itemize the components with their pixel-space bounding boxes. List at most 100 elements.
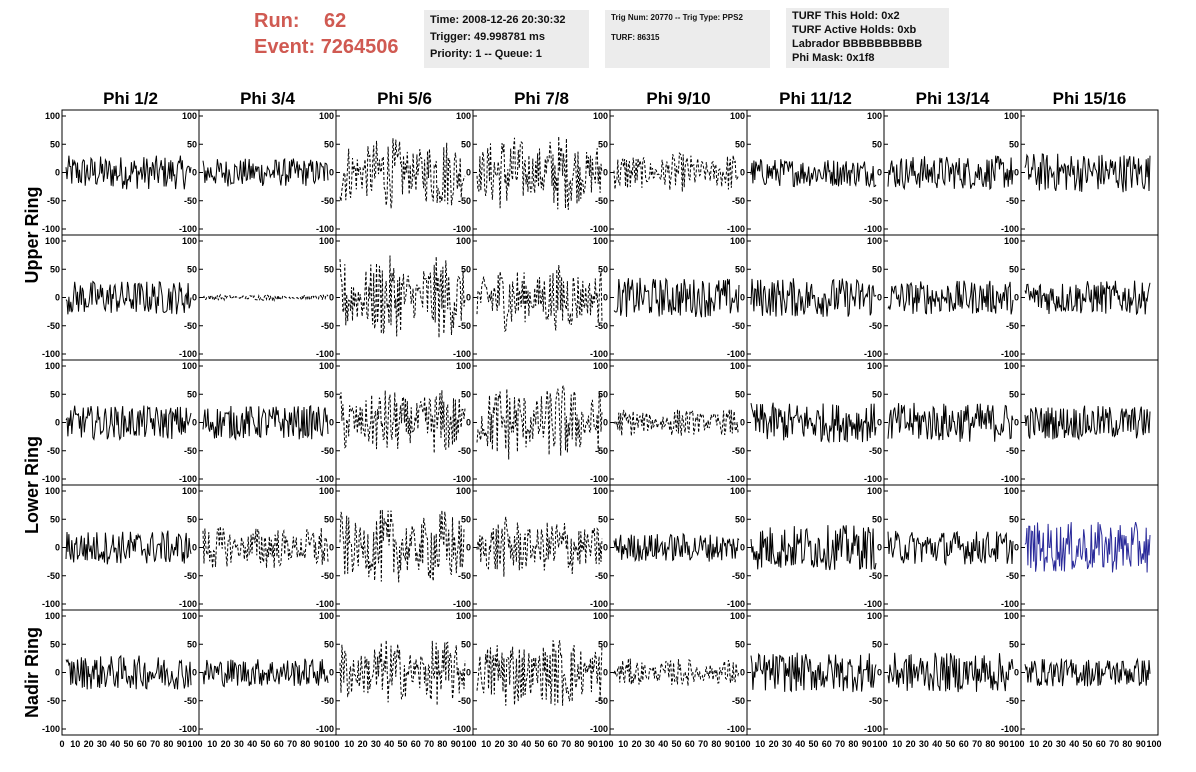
y-tick-label: -100 xyxy=(727,599,745,609)
waveform-trace xyxy=(613,532,740,563)
y-tick-label: 0 xyxy=(192,543,197,553)
x-tick-label: 20 xyxy=(495,739,505,749)
y-tick-label: 100 xyxy=(593,611,608,621)
column-title: Phi 15/16 xyxy=(1053,89,1127,108)
panel-frame xyxy=(198,609,337,736)
y-tick-label: 0 xyxy=(1014,168,1019,178)
y-tick-label: -100 xyxy=(42,349,60,359)
y-tick-label: -50 xyxy=(732,571,745,581)
y-tick-label: 0 xyxy=(329,543,334,553)
y-tick-label: 100 xyxy=(319,111,334,121)
y-tick-label: -50 xyxy=(732,446,745,456)
y-tick-label: -50 xyxy=(595,571,608,581)
waveform-trace xyxy=(65,530,192,565)
y-tick-label: 50 xyxy=(461,639,471,649)
y-tick-label: 50 xyxy=(1009,139,1019,149)
x-tick-label: 20 xyxy=(632,739,642,749)
y-tick-label: 100 xyxy=(1004,236,1019,246)
x-tick-label: 40 xyxy=(384,739,394,749)
y-tick-label: -50 xyxy=(1006,571,1019,581)
x-tick-label: 90 xyxy=(177,739,187,749)
column-title: Phi 13/14 xyxy=(916,89,990,108)
x-tick-label: 100 xyxy=(1009,739,1024,749)
x-tick-label: 100 xyxy=(187,739,202,749)
waveform-trace xyxy=(476,136,603,210)
y-tick-label: 50 xyxy=(461,264,471,274)
x-tick-label: 10 xyxy=(481,739,491,749)
y-tick-label: 50 xyxy=(1009,514,1019,524)
y-tick-label: 50 xyxy=(324,389,334,399)
y-tick-label: 50 xyxy=(50,139,60,149)
y-tick-label: 100 xyxy=(319,361,334,371)
waveform-trace xyxy=(476,265,603,333)
y-tick-label: 0 xyxy=(192,418,197,428)
y-tick-label: 100 xyxy=(319,486,334,496)
y-tick-label: 100 xyxy=(730,236,745,246)
x-tick-label: 60 xyxy=(137,739,147,749)
y-tick-label: -50 xyxy=(1006,446,1019,456)
y-tick-label: 0 xyxy=(603,293,608,303)
panel-frame xyxy=(198,234,337,361)
x-tick-label: 50 xyxy=(260,739,270,749)
x-tick-label: 60 xyxy=(274,739,284,749)
y-tick-label: 0 xyxy=(603,418,608,428)
y-tick-label: -100 xyxy=(453,599,471,609)
y-tick-label: -100 xyxy=(590,224,608,234)
y-tick-label: 100 xyxy=(182,361,197,371)
y-tick-label: 100 xyxy=(1004,361,1019,371)
y-tick-label: 50 xyxy=(324,139,334,149)
y-tick-label: -100 xyxy=(316,224,334,234)
y-tick-label: 100 xyxy=(319,236,334,246)
x-tick-label: 10 xyxy=(755,739,765,749)
x-tick-label: 80 xyxy=(985,739,995,749)
y-tick-label: 100 xyxy=(867,111,882,121)
x-tick-label: 50 xyxy=(1082,739,1092,749)
y-tick-label: 0 xyxy=(329,168,334,178)
x-tick-label: 80 xyxy=(574,739,584,749)
y-tick-label: 50 xyxy=(461,139,471,149)
trig-num-text: Trig Num: 20770 -- Trig Type: PPS2 xyxy=(611,13,743,22)
waveform-trace xyxy=(202,404,329,441)
y-tick-label: -50 xyxy=(47,196,60,206)
x-tick-label: 30 xyxy=(508,739,518,749)
x-tick-label: 10 xyxy=(892,739,902,749)
turf-text: TURF: 86315 xyxy=(611,33,660,42)
y-tick-label: -100 xyxy=(453,349,471,359)
x-tick-label: 100 xyxy=(1146,739,1161,749)
x-tick-label: 80 xyxy=(711,739,721,749)
y-tick-label: -50 xyxy=(458,446,471,456)
waveform-trace xyxy=(65,405,192,441)
x-tick-label: 10 xyxy=(1029,739,1039,749)
y-tick-label: -50 xyxy=(595,446,608,456)
waveform-trace xyxy=(750,652,877,693)
time-text: Time: 2008-12-26 20:30:32 xyxy=(430,14,566,26)
y-tick-label: 50 xyxy=(324,514,334,524)
x-tick-label: 50 xyxy=(945,739,955,749)
x-tick-label: 70 xyxy=(287,739,297,749)
y-tick-label: -100 xyxy=(316,349,334,359)
y-tick-label: 100 xyxy=(1004,111,1019,121)
y-tick-label: -50 xyxy=(869,446,882,456)
y-tick-label: -50 xyxy=(321,571,334,581)
y-tick-label: 0 xyxy=(740,168,745,178)
waveform-trace xyxy=(202,658,329,688)
waveform-trace xyxy=(476,384,603,460)
y-tick-label: -50 xyxy=(595,196,608,206)
y-tick-label: -50 xyxy=(47,321,60,331)
y-tick-label: -100 xyxy=(179,349,197,359)
waveform-trace xyxy=(750,525,877,571)
y-tick-label: -100 xyxy=(864,349,882,359)
y-tick-label: -100 xyxy=(316,724,334,734)
x-tick-label: 40 xyxy=(795,739,805,749)
y-tick-label: 50 xyxy=(872,639,882,649)
waveform-trace xyxy=(202,526,329,569)
y-tick-label: -50 xyxy=(184,696,197,706)
turf-active-text: TURF Active Holds: 0xb xyxy=(792,24,917,36)
x-tick-label: 30 xyxy=(97,739,107,749)
y-tick-label: -50 xyxy=(732,321,745,331)
x-tick-label: 80 xyxy=(437,739,447,749)
y-tick-label: 0 xyxy=(192,168,197,178)
turf-hold-text: TURF This Hold: 0x2 xyxy=(792,10,900,22)
y-tick-label: -50 xyxy=(47,696,60,706)
x-tick-label: 70 xyxy=(561,739,571,749)
